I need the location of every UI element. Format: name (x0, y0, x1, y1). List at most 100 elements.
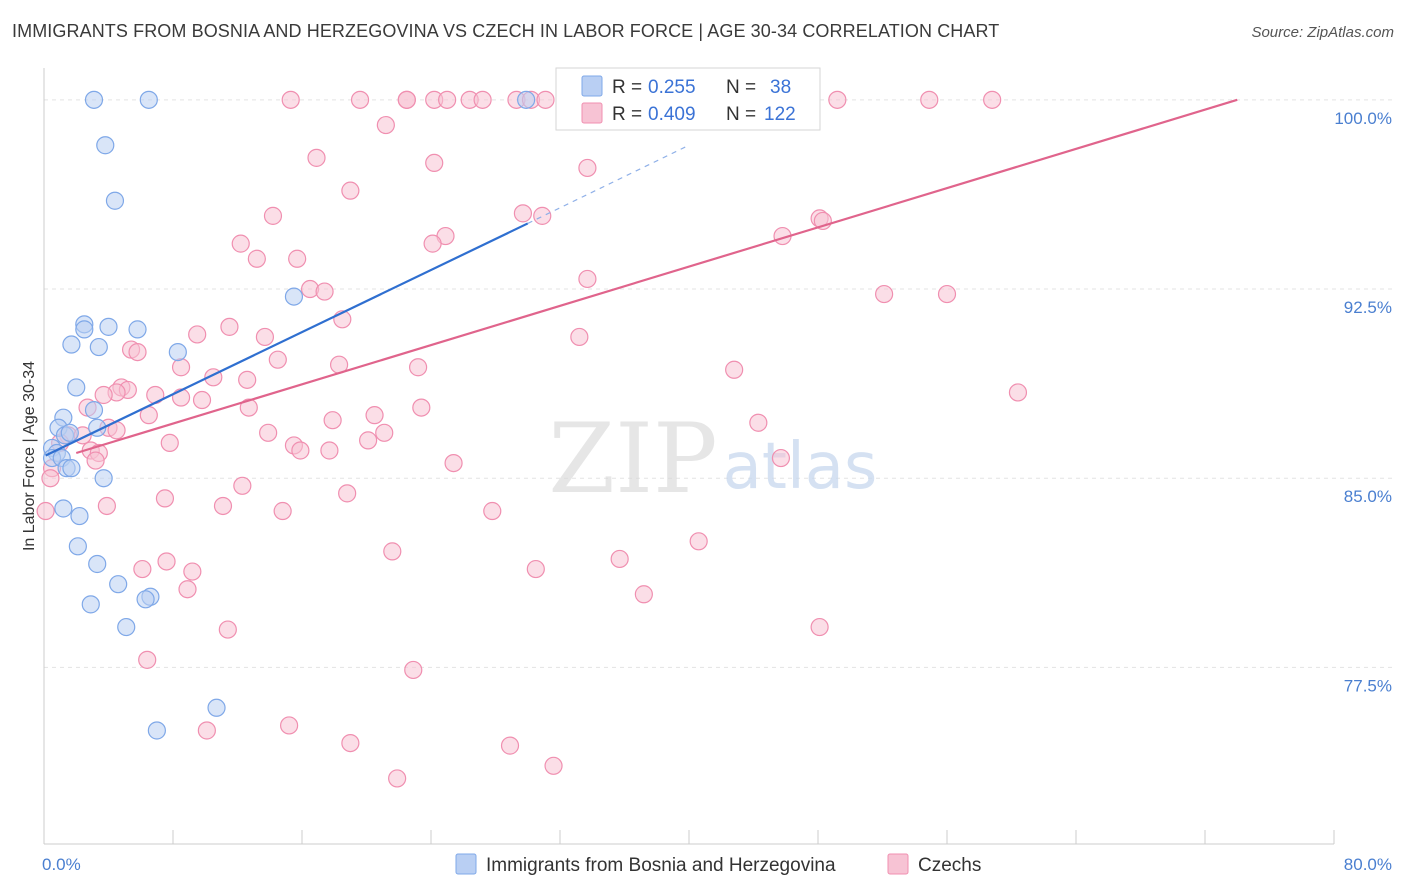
point-bosnia (68, 537, 87, 556)
point-czechs (255, 327, 275, 347)
point-czechs (341, 733, 360, 753)
y-tick-label: 77.5% (1344, 676, 1392, 695)
point-bosnia (81, 595, 100, 614)
point-czechs (983, 90, 1002, 109)
point-czechs (409, 358, 428, 377)
point-bosnia (139, 90, 158, 109)
point-czechs (810, 617, 829, 637)
trend-line-bosnia (45, 222, 529, 457)
point-czechs (192, 390, 212, 410)
point-czechs (473, 90, 492, 109)
point-czechs (231, 234, 250, 253)
point-czechs (423, 234, 442, 253)
legend-n-value-1: 38 (770, 77, 791, 98)
point-czechs (578, 269, 597, 289)
point-czechs (218, 620, 237, 639)
point-czechs (937, 284, 957, 304)
point-czechs (404, 660, 423, 680)
y-tick-labels: 77.5% 85.0% 92.5% 100.0% (1334, 109, 1392, 696)
series-legend-swatch-czechs[interactable] (887, 853, 909, 875)
point-bosnia (84, 401, 104, 420)
point-bosnia (70, 506, 89, 526)
point-czechs (259, 423, 278, 442)
point-bosnia (88, 554, 107, 574)
y-tick-label: 100.0% (1334, 109, 1392, 128)
point-czechs (536, 90, 555, 109)
point-czechs (178, 580, 197, 599)
gridlines (44, 99, 1392, 668)
point-czechs (320, 441, 339, 460)
series-legend: Immigrants from Bosnia and Herzegovina C… (455, 853, 981, 876)
point-czechs (188, 325, 207, 344)
point-czechs (86, 451, 105, 470)
point-czechs (233, 476, 252, 495)
point-bosnia (136, 590, 155, 609)
point-czechs (570, 327, 589, 347)
point-bosnia (99, 317, 118, 336)
point-czechs (350, 90, 370, 109)
point-czechs (526, 559, 545, 579)
point-bosnia (105, 191, 125, 210)
point-czechs (157, 552, 176, 571)
point-czechs (749, 413, 768, 432)
point-czechs (444, 453, 463, 473)
point-czechs (828, 90, 847, 109)
point-bosnia (67, 378, 86, 397)
point-czechs (213, 496, 233, 516)
point-czechs (578, 158, 597, 178)
point-czechs (375, 423, 394, 442)
point-czechs (315, 282, 334, 301)
point-bosnia (284, 287, 304, 306)
point-czechs (171, 358, 191, 377)
legend-swatch-czechs (581, 102, 603, 124)
point-czechs (138, 650, 157, 669)
series-legend-label-czechs[interactable]: Czechs (918, 855, 981, 876)
point-czechs (133, 559, 152, 579)
point-czechs (483, 501, 502, 521)
point-bosnia (84, 90, 104, 109)
x-tick-marks (43, 830, 1335, 844)
point-czechs (160, 433, 179, 453)
point-czechs (388, 769, 407, 788)
trend-line-czechs (75, 98, 1238, 455)
trend-lines (45, 98, 1238, 457)
legend-swatch-bosnia (581, 75, 603, 97)
point-czechs (513, 204, 533, 223)
series-legend-label-bosnia[interactable]: Immigrants from Bosnia and Herzegovina (486, 855, 836, 876)
point-czechs (155, 489, 175, 508)
point-czechs (771, 448, 791, 468)
point-czechs (263, 206, 283, 225)
point-czechs (359, 431, 378, 450)
point-czechs (247, 249, 266, 268)
source-label: Source: ZipAtlas.com (1251, 24, 1394, 41)
point-czechs (875, 284, 894, 304)
y-tick-label: 85.0% (1344, 487, 1392, 506)
point-czechs (341, 181, 360, 200)
point-czechs (239, 398, 258, 417)
watermark-atlas: atlas (723, 430, 878, 504)
point-czechs (220, 317, 239, 336)
chart-title: IMMIGRANTS FROM BOSNIA AND HERZEGOVINA V… (12, 21, 1000, 41)
legend-n-label-1: N = (726, 77, 756, 98)
point-czechs (323, 411, 342, 430)
point-czechs (376, 115, 395, 135)
legend-n-value-2: 122 (764, 104, 796, 125)
point-czechs (288, 249, 307, 268)
point-bosnia (62, 459, 81, 478)
point-czechs (533, 206, 552, 225)
point-czechs (1008, 383, 1028, 402)
point-czechs (281, 90, 300, 109)
point-czechs (183, 562, 202, 581)
legend-r-value-2: 0.409 (648, 104, 696, 125)
point-czechs (412, 398, 431, 417)
point-bosnia (517, 90, 536, 109)
point-czechs (338, 484, 357, 503)
point-bosnia (60, 423, 79, 442)
point-czechs (500, 736, 520, 755)
point-czechs (544, 756, 563, 775)
point-czechs (238, 370, 257, 389)
point-bosnia (117, 617, 136, 637)
series-legend-swatch-bosnia[interactable] (455, 853, 477, 875)
point-bosnia (94, 469, 113, 488)
